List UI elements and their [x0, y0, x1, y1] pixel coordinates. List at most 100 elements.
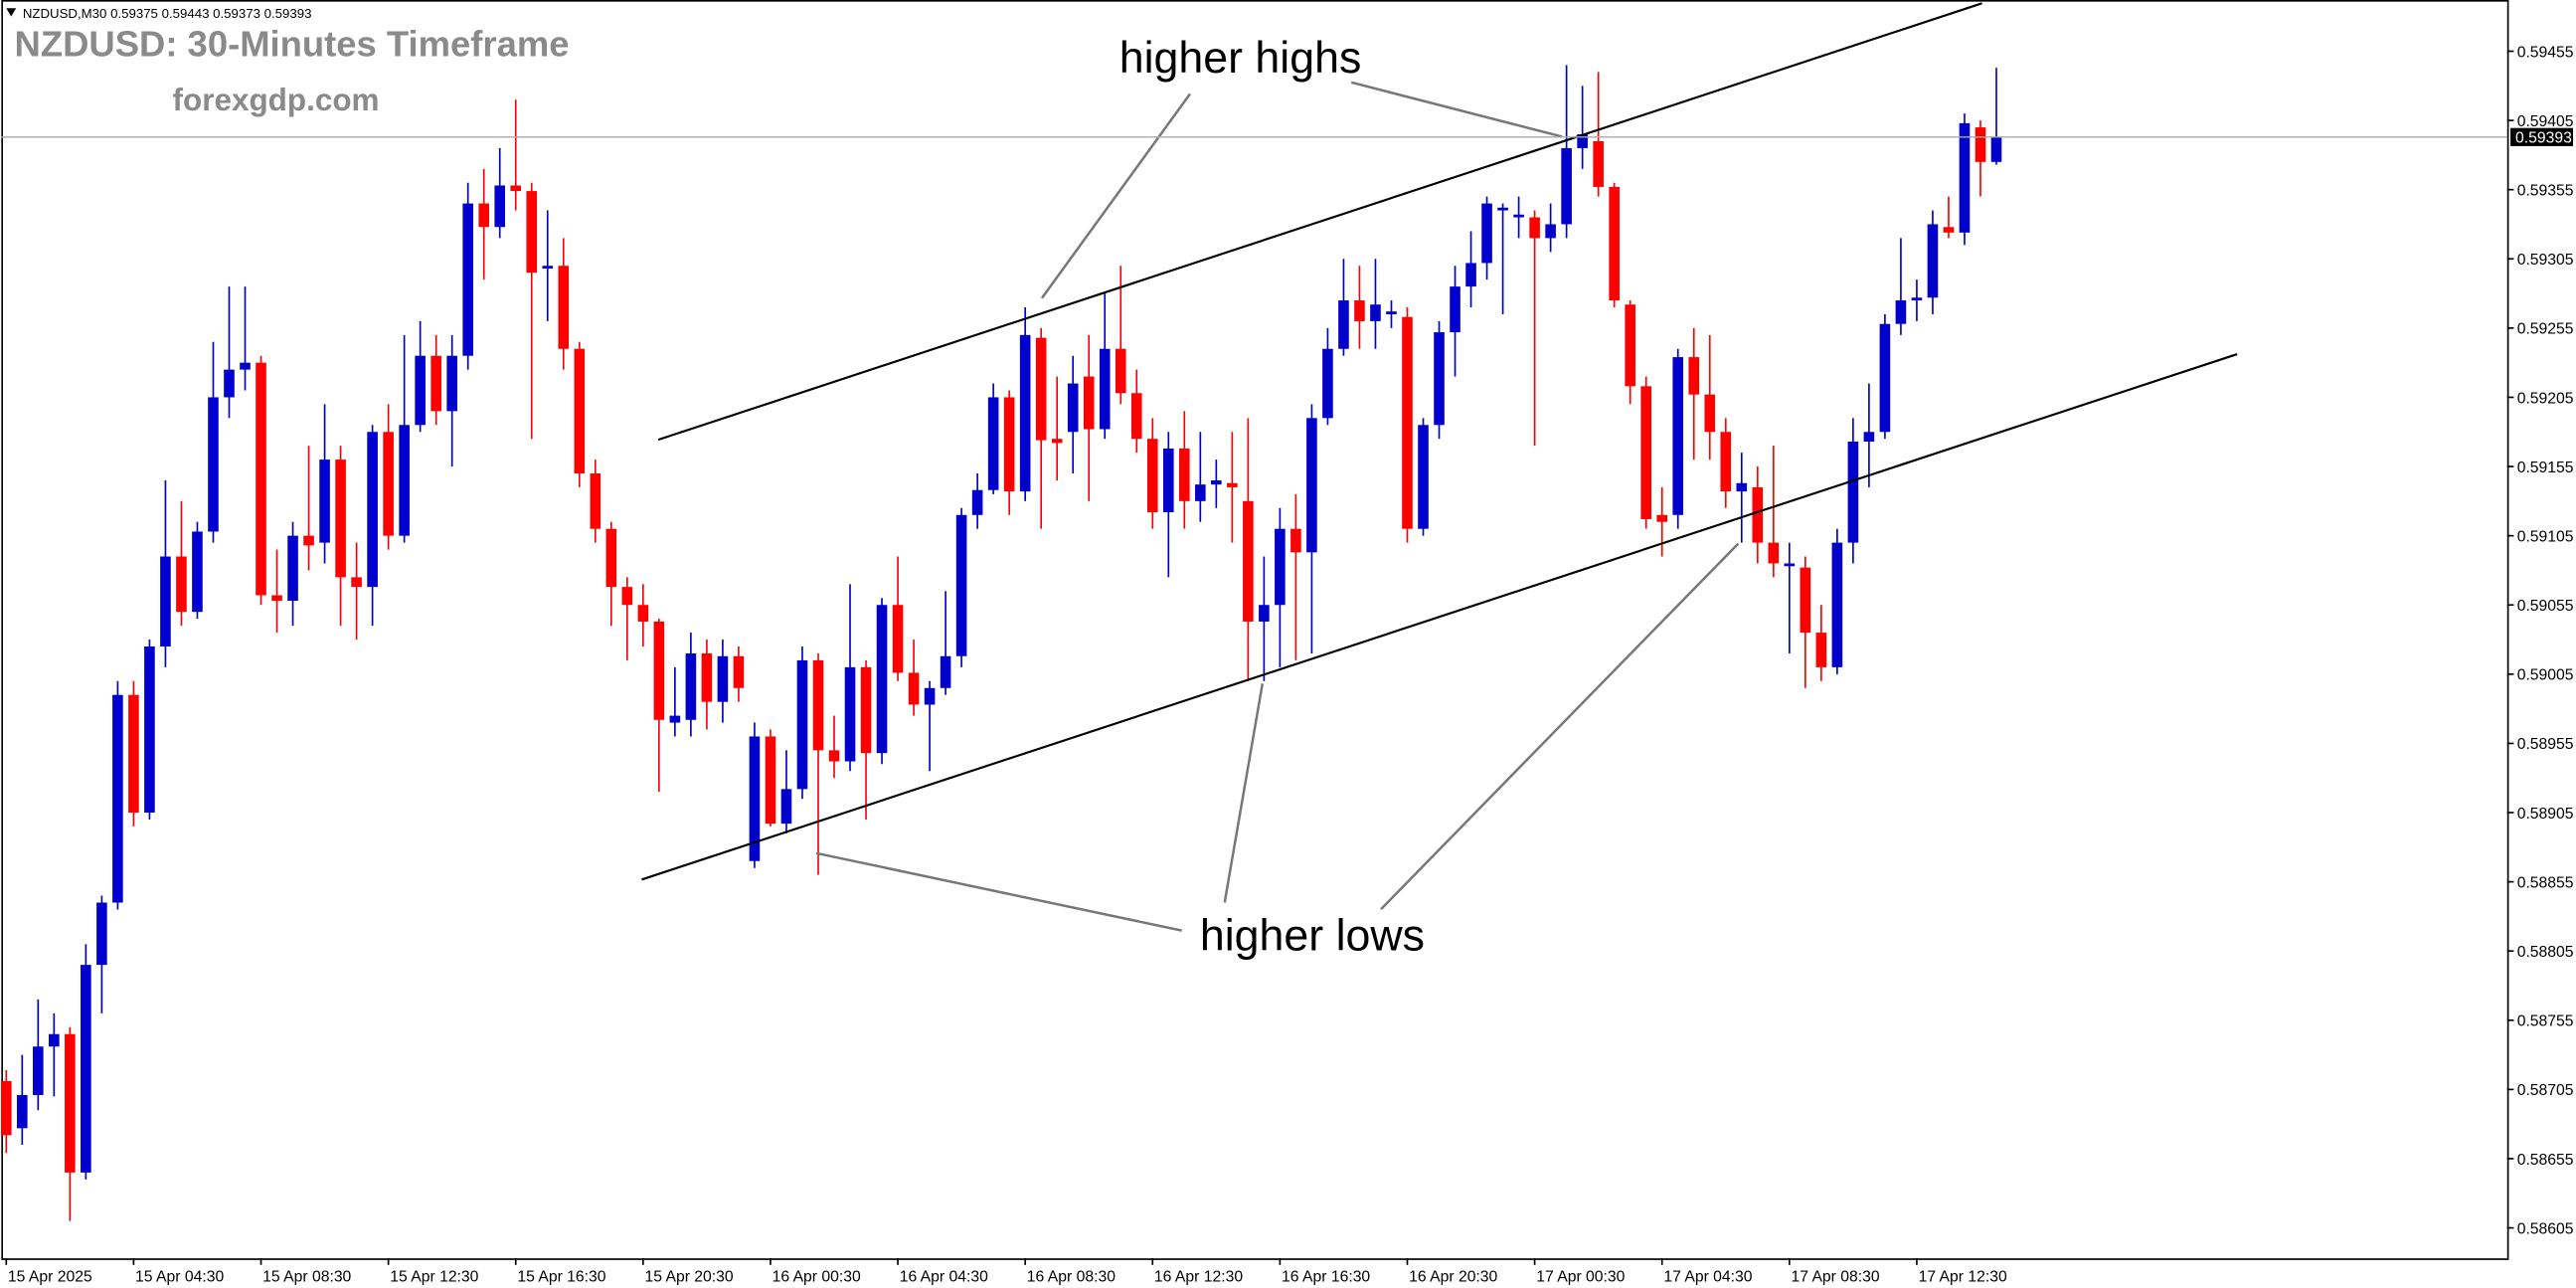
candle-body	[1879, 323, 1891, 433]
candle-body	[1640, 386, 1651, 519]
candle-body	[160, 556, 171, 646]
x-tick-label: 15 Apr 08:30	[262, 1268, 351, 1285]
candle-body	[1497, 207, 1508, 211]
candle-body	[1067, 383, 1079, 433]
candle-body	[574, 348, 586, 474]
candle-body	[1481, 203, 1492, 264]
current-price-label: 0.59393	[2515, 130, 2572, 147]
candle-body	[1529, 217, 1540, 239]
candle-body	[478, 203, 490, 228]
candle-body	[17, 1094, 28, 1129]
candle-body	[1211, 479, 1222, 485]
candle-body	[1800, 567, 1811, 634]
x-tick-label: 16 Apr 12:30	[1154, 1268, 1243, 1285]
candle-body	[892, 605, 904, 673]
y-tick-label: 0.59005	[2517, 667, 2574, 684]
candle-body	[415, 355, 426, 426]
candle-body	[208, 397, 219, 532]
candle-body	[1354, 300, 1365, 321]
x-tick-label: 15 Apr 20:30	[644, 1268, 733, 1285]
candle-body	[1083, 376, 1095, 430]
pointer-line	[1350, 81, 1563, 138]
candle-body	[1322, 348, 1333, 419]
y-tick-label: 0.59255	[2517, 321, 2574, 338]
candle-body	[1130, 393, 1142, 440]
y-tick-label: 0.58755	[2517, 1013, 2574, 1030]
candle-body	[81, 965, 91, 1173]
y-tick-label: 0.58805	[2517, 944, 2574, 961]
candle-body	[1306, 418, 1317, 553]
candle-body	[1434, 332, 1445, 426]
x-tick-label: 16 Apr 16:30	[1282, 1268, 1370, 1285]
x-tick-label: 16 Apr 08:30	[1027, 1268, 1116, 1285]
candle-body	[1099, 348, 1111, 430]
candle-body	[224, 369, 235, 398]
candle-body	[1338, 300, 1349, 349]
candle-body	[494, 185, 506, 228]
candle-body	[0, 1081, 12, 1136]
pointer-line	[1380, 542, 1740, 910]
candle-body	[1179, 448, 1190, 501]
candle-body	[1959, 122, 1971, 233]
candle-body	[1418, 425, 1429, 529]
candle-body	[1784, 563, 1796, 567]
candle-body	[1943, 227, 1955, 233]
x-tick-label: 17 Apr 12:30	[1919, 1268, 2007, 1285]
candles	[0, 65, 2002, 1221]
y-tick-label: 0.58955	[2517, 736, 2574, 753]
annotation: higher lows	[1200, 912, 1425, 961]
candle-body	[1831, 542, 1843, 667]
pointer-line	[1223, 683, 1265, 903]
candle-body	[1003, 397, 1015, 492]
candle-body	[1975, 127, 1986, 162]
x-tick-label: 17 Apr 08:30	[1791, 1268, 1879, 1285]
candle-body	[860, 666, 872, 754]
candle-body	[287, 535, 298, 602]
candle-body	[335, 460, 346, 578]
candle-body	[430, 355, 441, 412]
candle-body	[1243, 500, 1254, 622]
candle-body	[924, 687, 936, 705]
x-tick-label: 15 Apr 2025	[8, 1268, 92, 1285]
candle-body	[812, 659, 824, 751]
y-tick-label: 0.59355	[2517, 182, 2574, 199]
upper-trendline	[657, 2, 1982, 442]
candle-body	[1895, 300, 1907, 324]
candle-body	[1370, 304, 1381, 321]
candle-body	[796, 659, 808, 790]
candle-body	[176, 556, 187, 613]
candle-body	[1386, 311, 1397, 314]
y-tick-label: 0.58905	[2517, 806, 2574, 823]
candle-body	[351, 577, 362, 588]
candle-body	[1593, 140, 1604, 187]
chart-info: NZDUSD,M30 0.59375 0.59443 0.59373 0.593…	[23, 6, 312, 21]
candle-body	[717, 655, 729, 702]
candle-body	[987, 397, 999, 490]
candle-body	[637, 605, 649, 622]
y-tick-label: 0.59305	[2517, 252, 2574, 269]
x-tick-label: 16 Apr 20:30	[1409, 1268, 1497, 1285]
candle-body	[971, 489, 983, 515]
candle-body	[1019, 334, 1031, 492]
plot-frame	[1, 0, 2509, 1260]
candle-body	[828, 750, 840, 762]
candle-body	[1561, 147, 1572, 225]
candle-body	[1752, 486, 1764, 543]
candle-body	[128, 694, 139, 814]
candle-body	[876, 605, 888, 754]
lower-trendline	[641, 353, 2238, 881]
candle-body	[1465, 263, 1476, 287]
candle-body	[1927, 224, 1939, 298]
candle-body	[908, 672, 920, 705]
candle-body	[256, 362, 266, 596]
y-tick-label: 0.59205	[2517, 390, 2574, 407]
candle-body	[1259, 605, 1270, 622]
pointer-line	[815, 851, 1182, 932]
candle-body	[319, 460, 330, 543]
candle-body	[1290, 528, 1301, 553]
y-tick-label: 0.58605	[2517, 1220, 2574, 1237]
candle-body	[144, 645, 155, 814]
candle-body	[1911, 297, 1923, 301]
x-tick-label: 15 Apr 12:30	[390, 1268, 478, 1285]
